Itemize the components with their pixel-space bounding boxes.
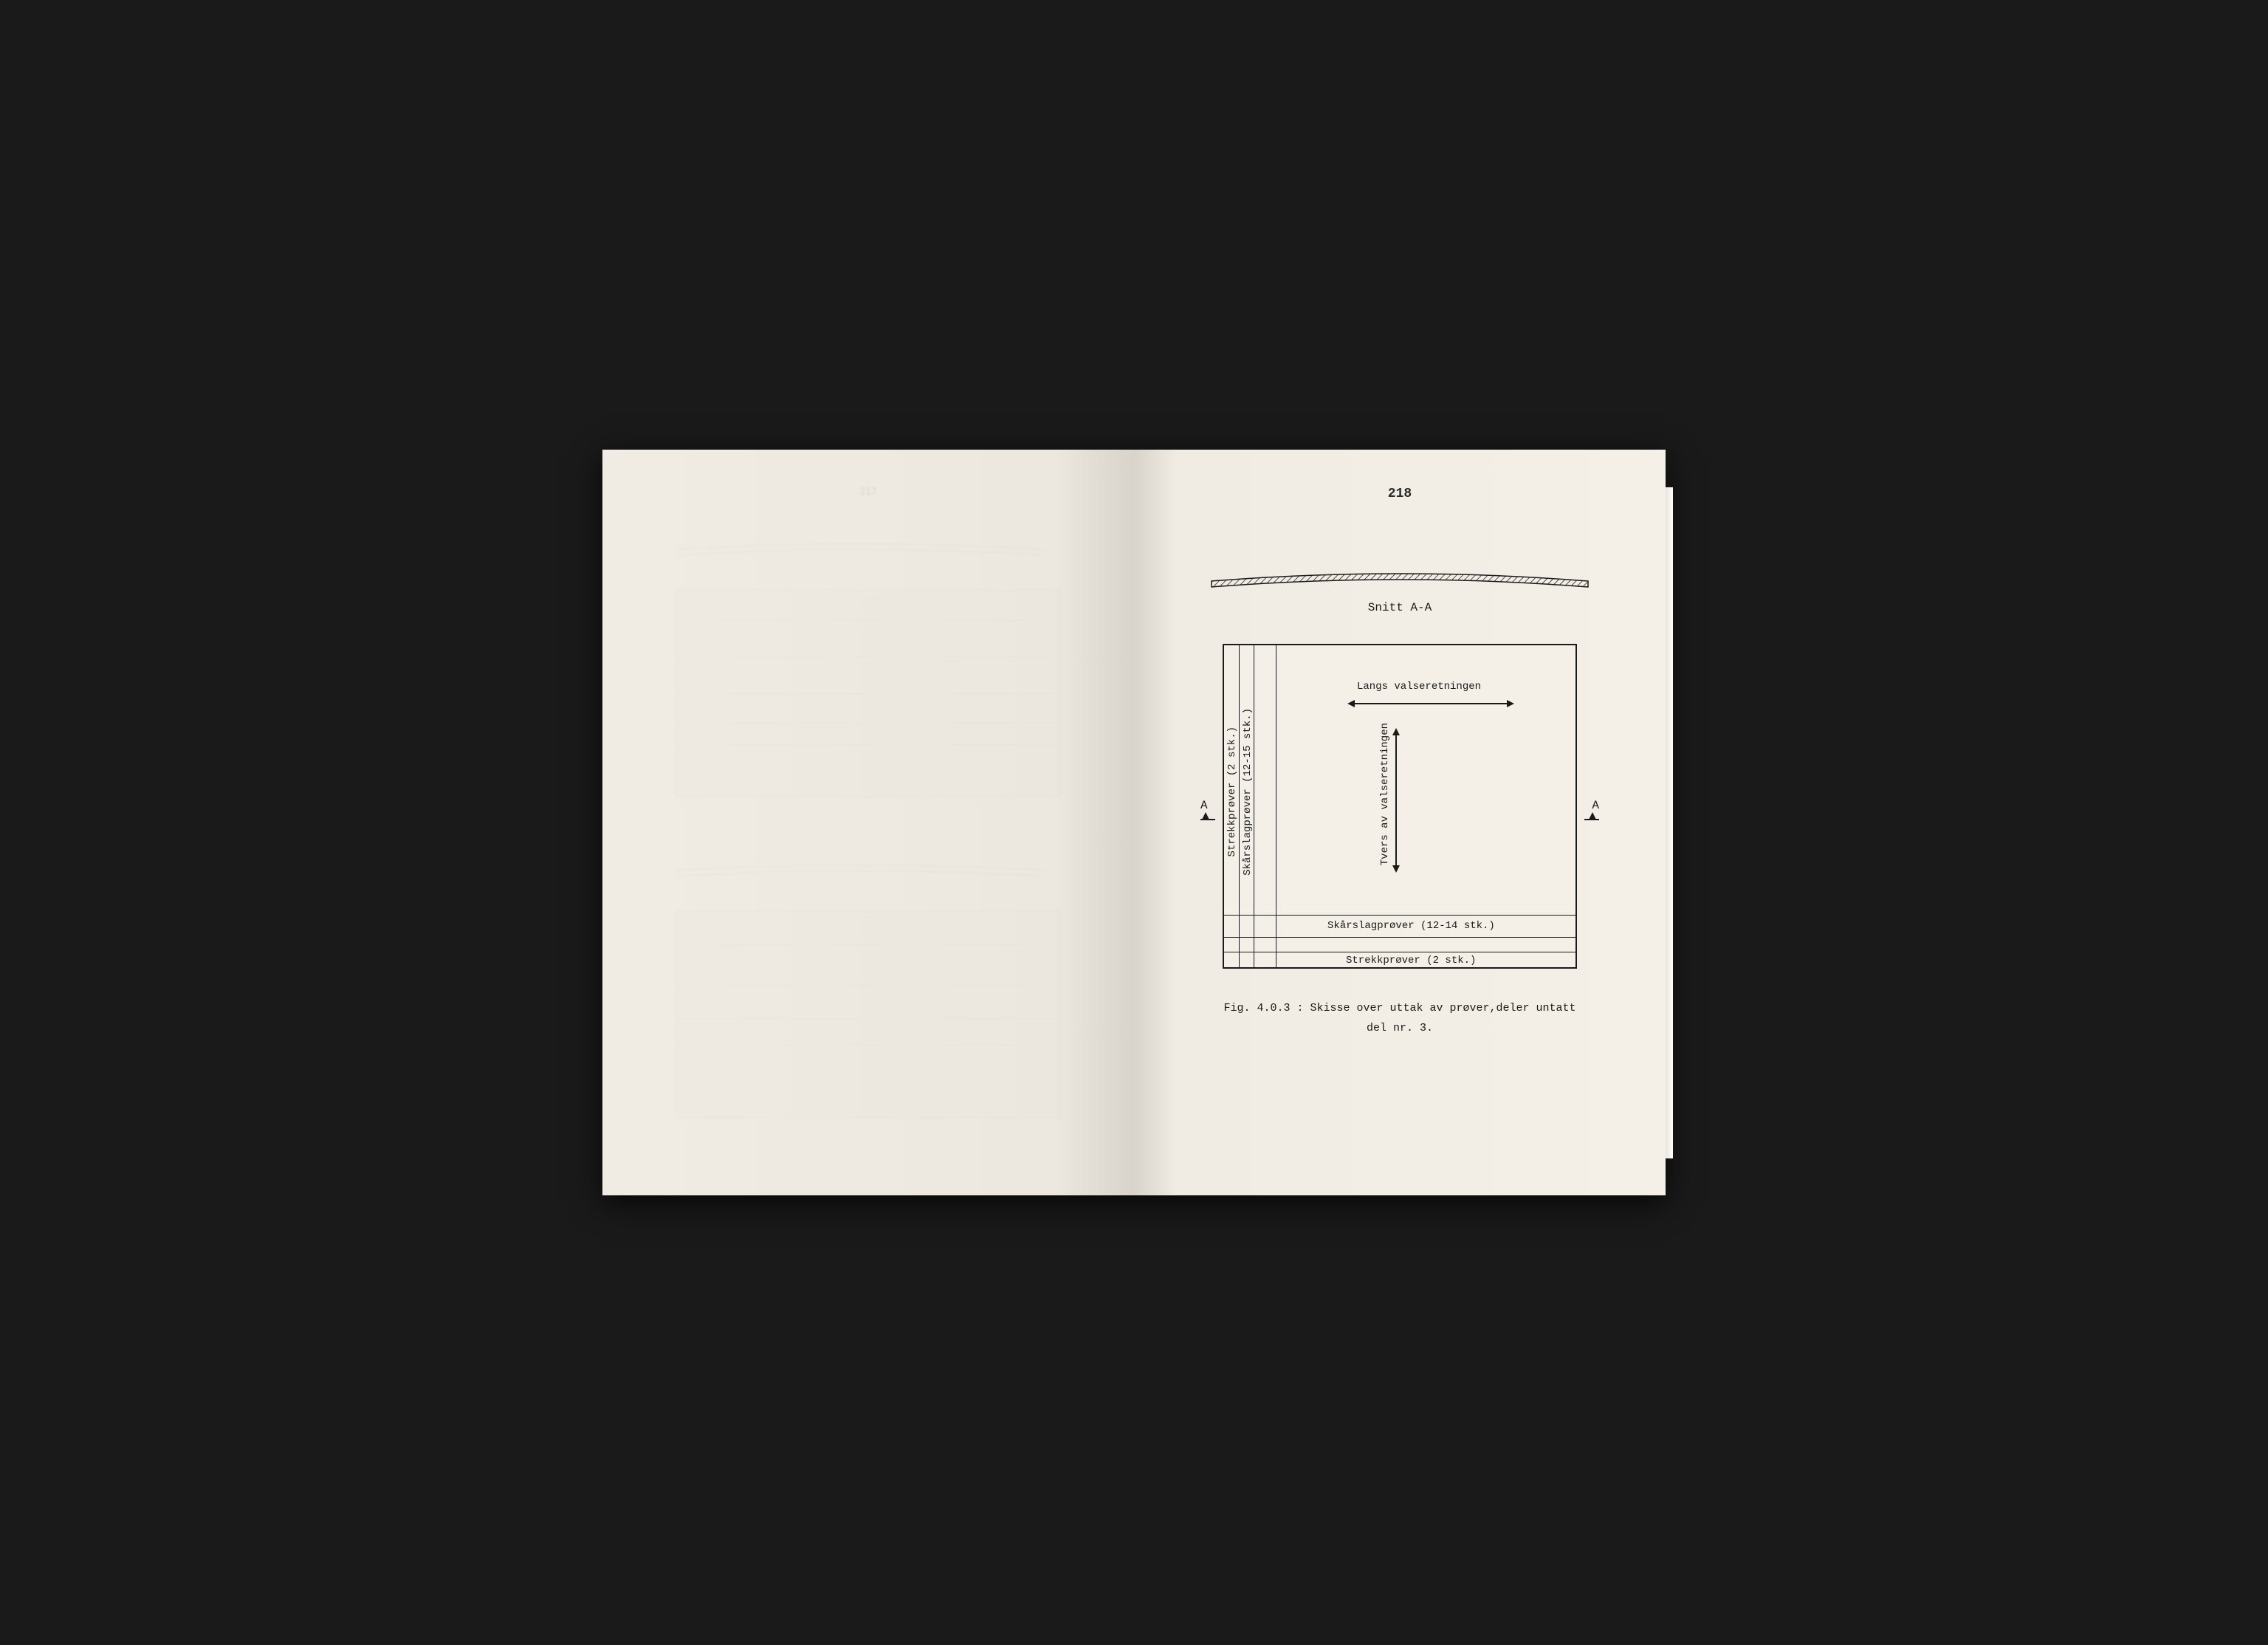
book-spread: 217 218 — [602, 450, 1666, 1195]
cross-section-label: Snitt A-A — [1368, 601, 1432, 614]
diagram-wrapper: A A — [1193, 644, 1606, 969]
section-marker-label: A — [1592, 799, 1599, 812]
horizontal-divider — [1224, 915, 1575, 916]
cross-section-svg — [1208, 560, 1592, 590]
section-marker-label: A — [1200, 799, 1208, 812]
horizontal-divider — [1224, 937, 1575, 938]
section-marker-right: A — [1584, 799, 1599, 820]
vertical-label-skarslag: Skårslagprøver (12-15 stk.) — [1242, 708, 1254, 876]
left-page: 217 — [602, 450, 1134, 1195]
vertical-label-tvers: Tvers av valseretningen — [1379, 723, 1391, 865]
caption-line1: Skisse over uttak av prøver,deler untatt — [1310, 1002, 1575, 1014]
figure-caption: Fig. 4.0.3 : Skisse over uttak av prøver… — [1223, 998, 1575, 1038]
caption-prefix: Fig. 4.0.3 : — [1223, 1002, 1310, 1014]
page-stack-edge — [1666, 487, 1673, 1158]
horizontal-label-langs: Langs valseretningen — [1357, 681, 1481, 693]
vertical-label-strekk: Strekkprøver (2 stk.) — [1226, 727, 1238, 856]
vertical-divider — [1239, 645, 1240, 967]
page-number: 218 — [1178, 487, 1621, 501]
right-page: 218 Snitt A-A A — [1134, 450, 1666, 1195]
section-marker-left: A — [1200, 799, 1215, 820]
figure: Snitt A-A A A — [1178, 560, 1621, 1038]
horizontal-label-skarslag: Skårslagprøver (12-14 stk.) — [1327, 920, 1495, 932]
horizontal-arrow — [1353, 703, 1508, 704]
vertical-arrow — [1395, 734, 1397, 867]
horizontal-label-strekk: Strekkprøver (2 stk.) — [1346, 955, 1476, 966]
diagram-box: Strekkprøver (2 stk.) Skårslagprøver (12… — [1223, 644, 1577, 969]
caption-line2: del nr. 3. — [1367, 1022, 1433, 1034]
ghost-bleedthrough: 217 — [647, 487, 1090, 1118]
